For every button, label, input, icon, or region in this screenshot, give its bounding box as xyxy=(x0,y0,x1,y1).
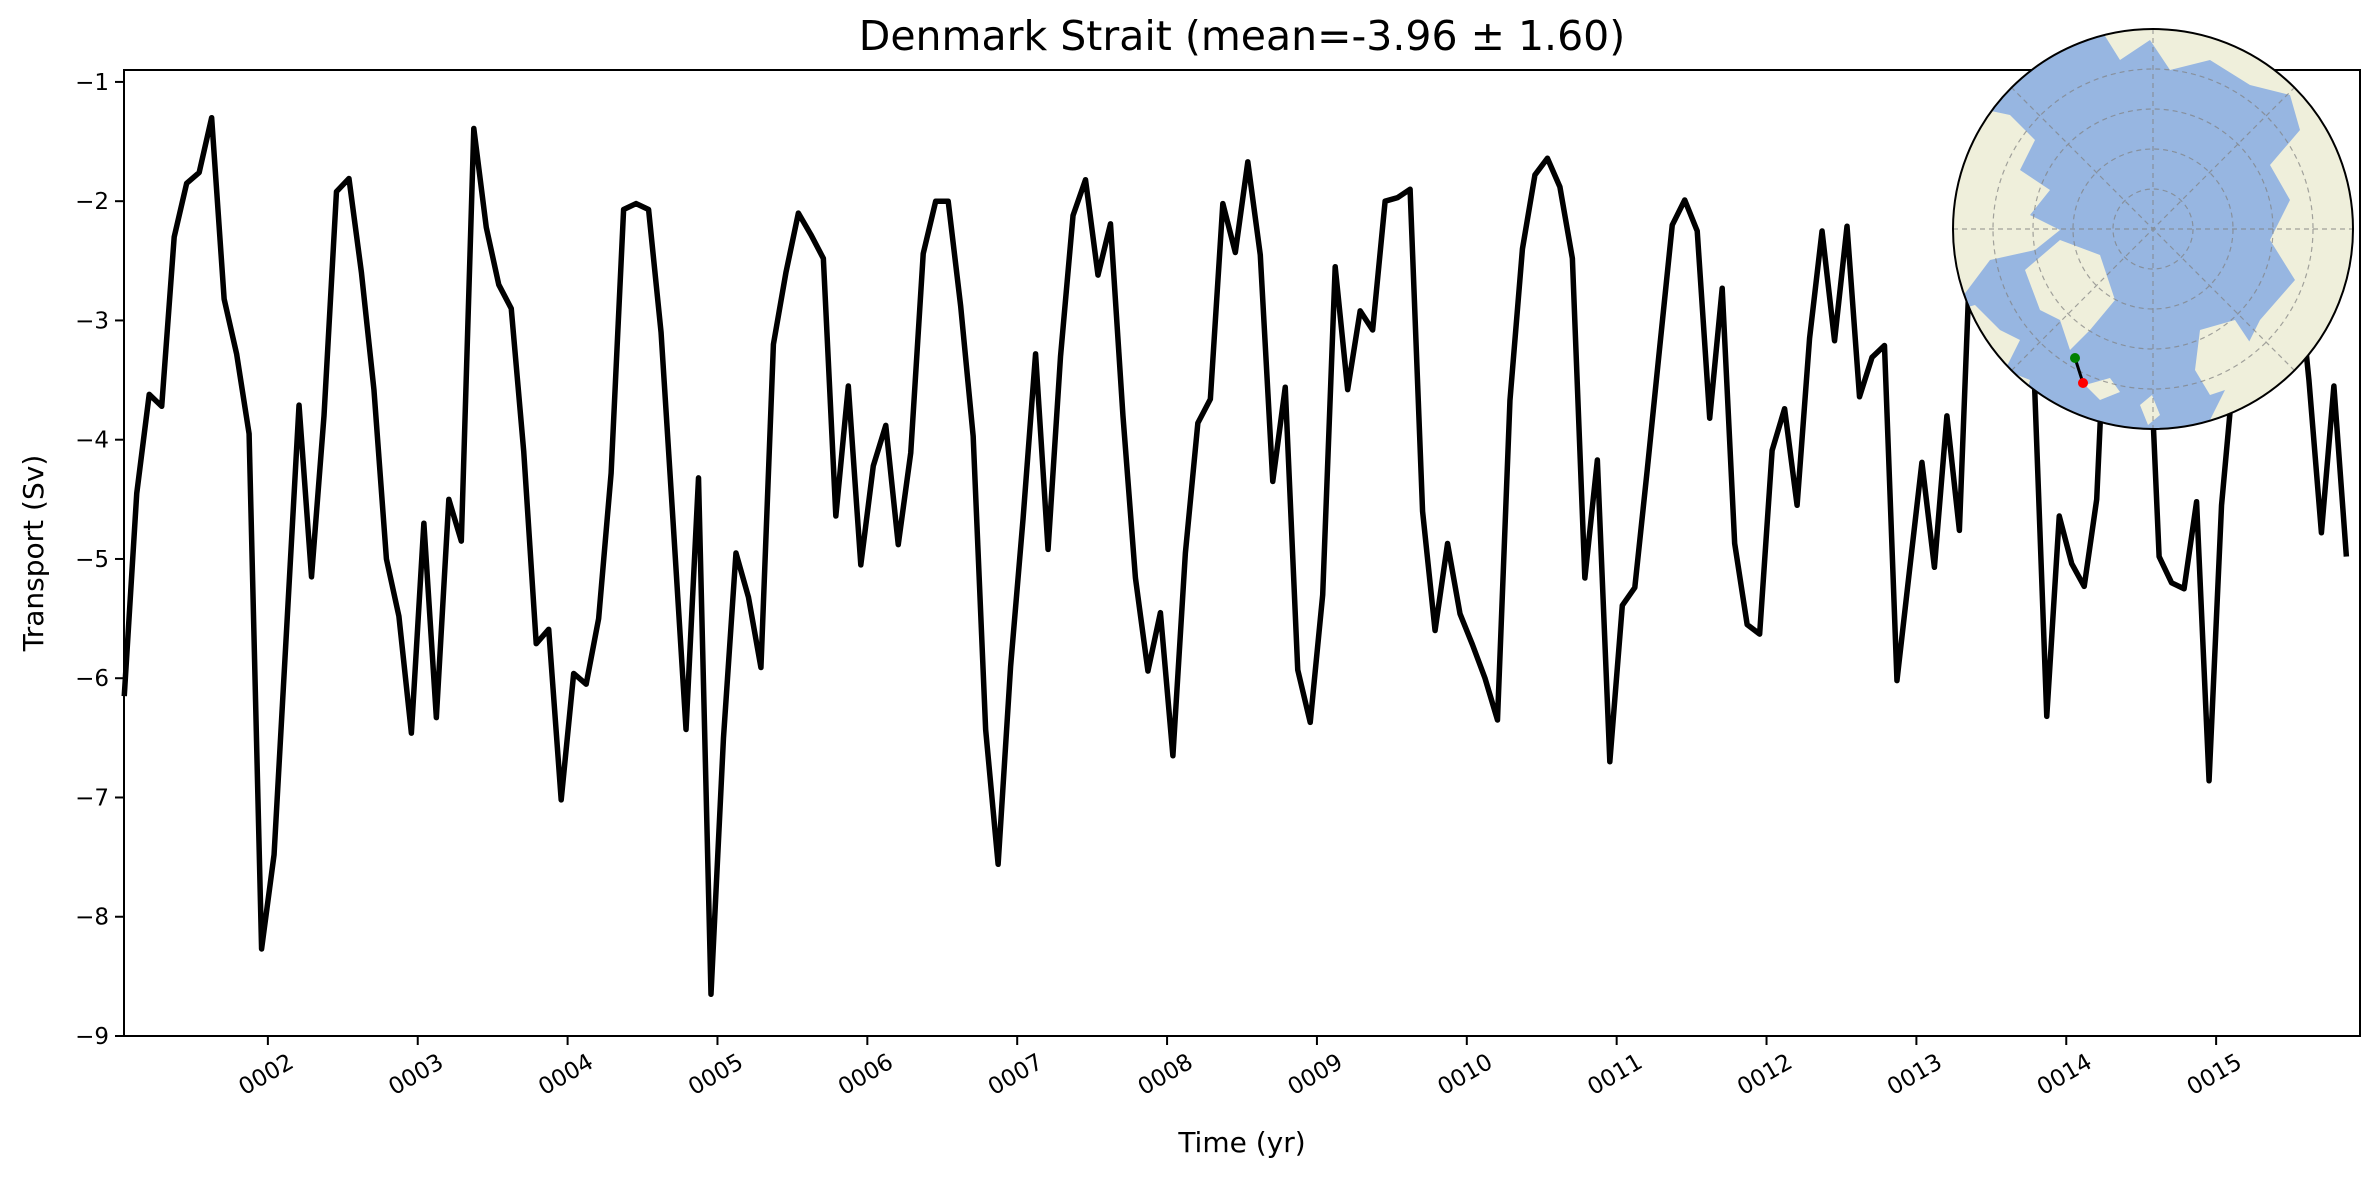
y-tick-label: −5 xyxy=(75,547,109,573)
y-axis: −9 −8 −7 −6 −5 −4 −3 −2 −1 xyxy=(75,70,124,1050)
y-tick-label: −3 xyxy=(75,308,109,334)
y-tick-label: −4 xyxy=(75,428,109,454)
land-greenland xyxy=(2025,240,2115,350)
land-iceland xyxy=(2085,378,2120,400)
y-tick-label: −1 xyxy=(75,70,109,96)
y-tick-label: −2 xyxy=(75,189,109,215)
land-uk xyxy=(2140,395,2160,425)
land-eurasia xyxy=(1953,29,2353,429)
section-end-marker xyxy=(2078,378,2088,388)
map-boundary xyxy=(1952,28,2354,430)
y-tick-label: −9 xyxy=(75,1024,109,1050)
x-axis-label: Time (yr) xyxy=(1177,1126,1305,1159)
section-start-marker xyxy=(2070,353,2080,363)
y-tick-label: −8 xyxy=(75,905,109,931)
y-tick-label: −6 xyxy=(75,666,109,692)
y-axis-label: Transport (Sv) xyxy=(17,455,50,652)
y-tick-label: −7 xyxy=(75,785,109,811)
chart-title: Denmark Strait (mean=-3.96 ± 1.60) xyxy=(859,12,1625,60)
land-scandinavia xyxy=(2195,320,2255,395)
map-graticule xyxy=(1953,29,2353,429)
